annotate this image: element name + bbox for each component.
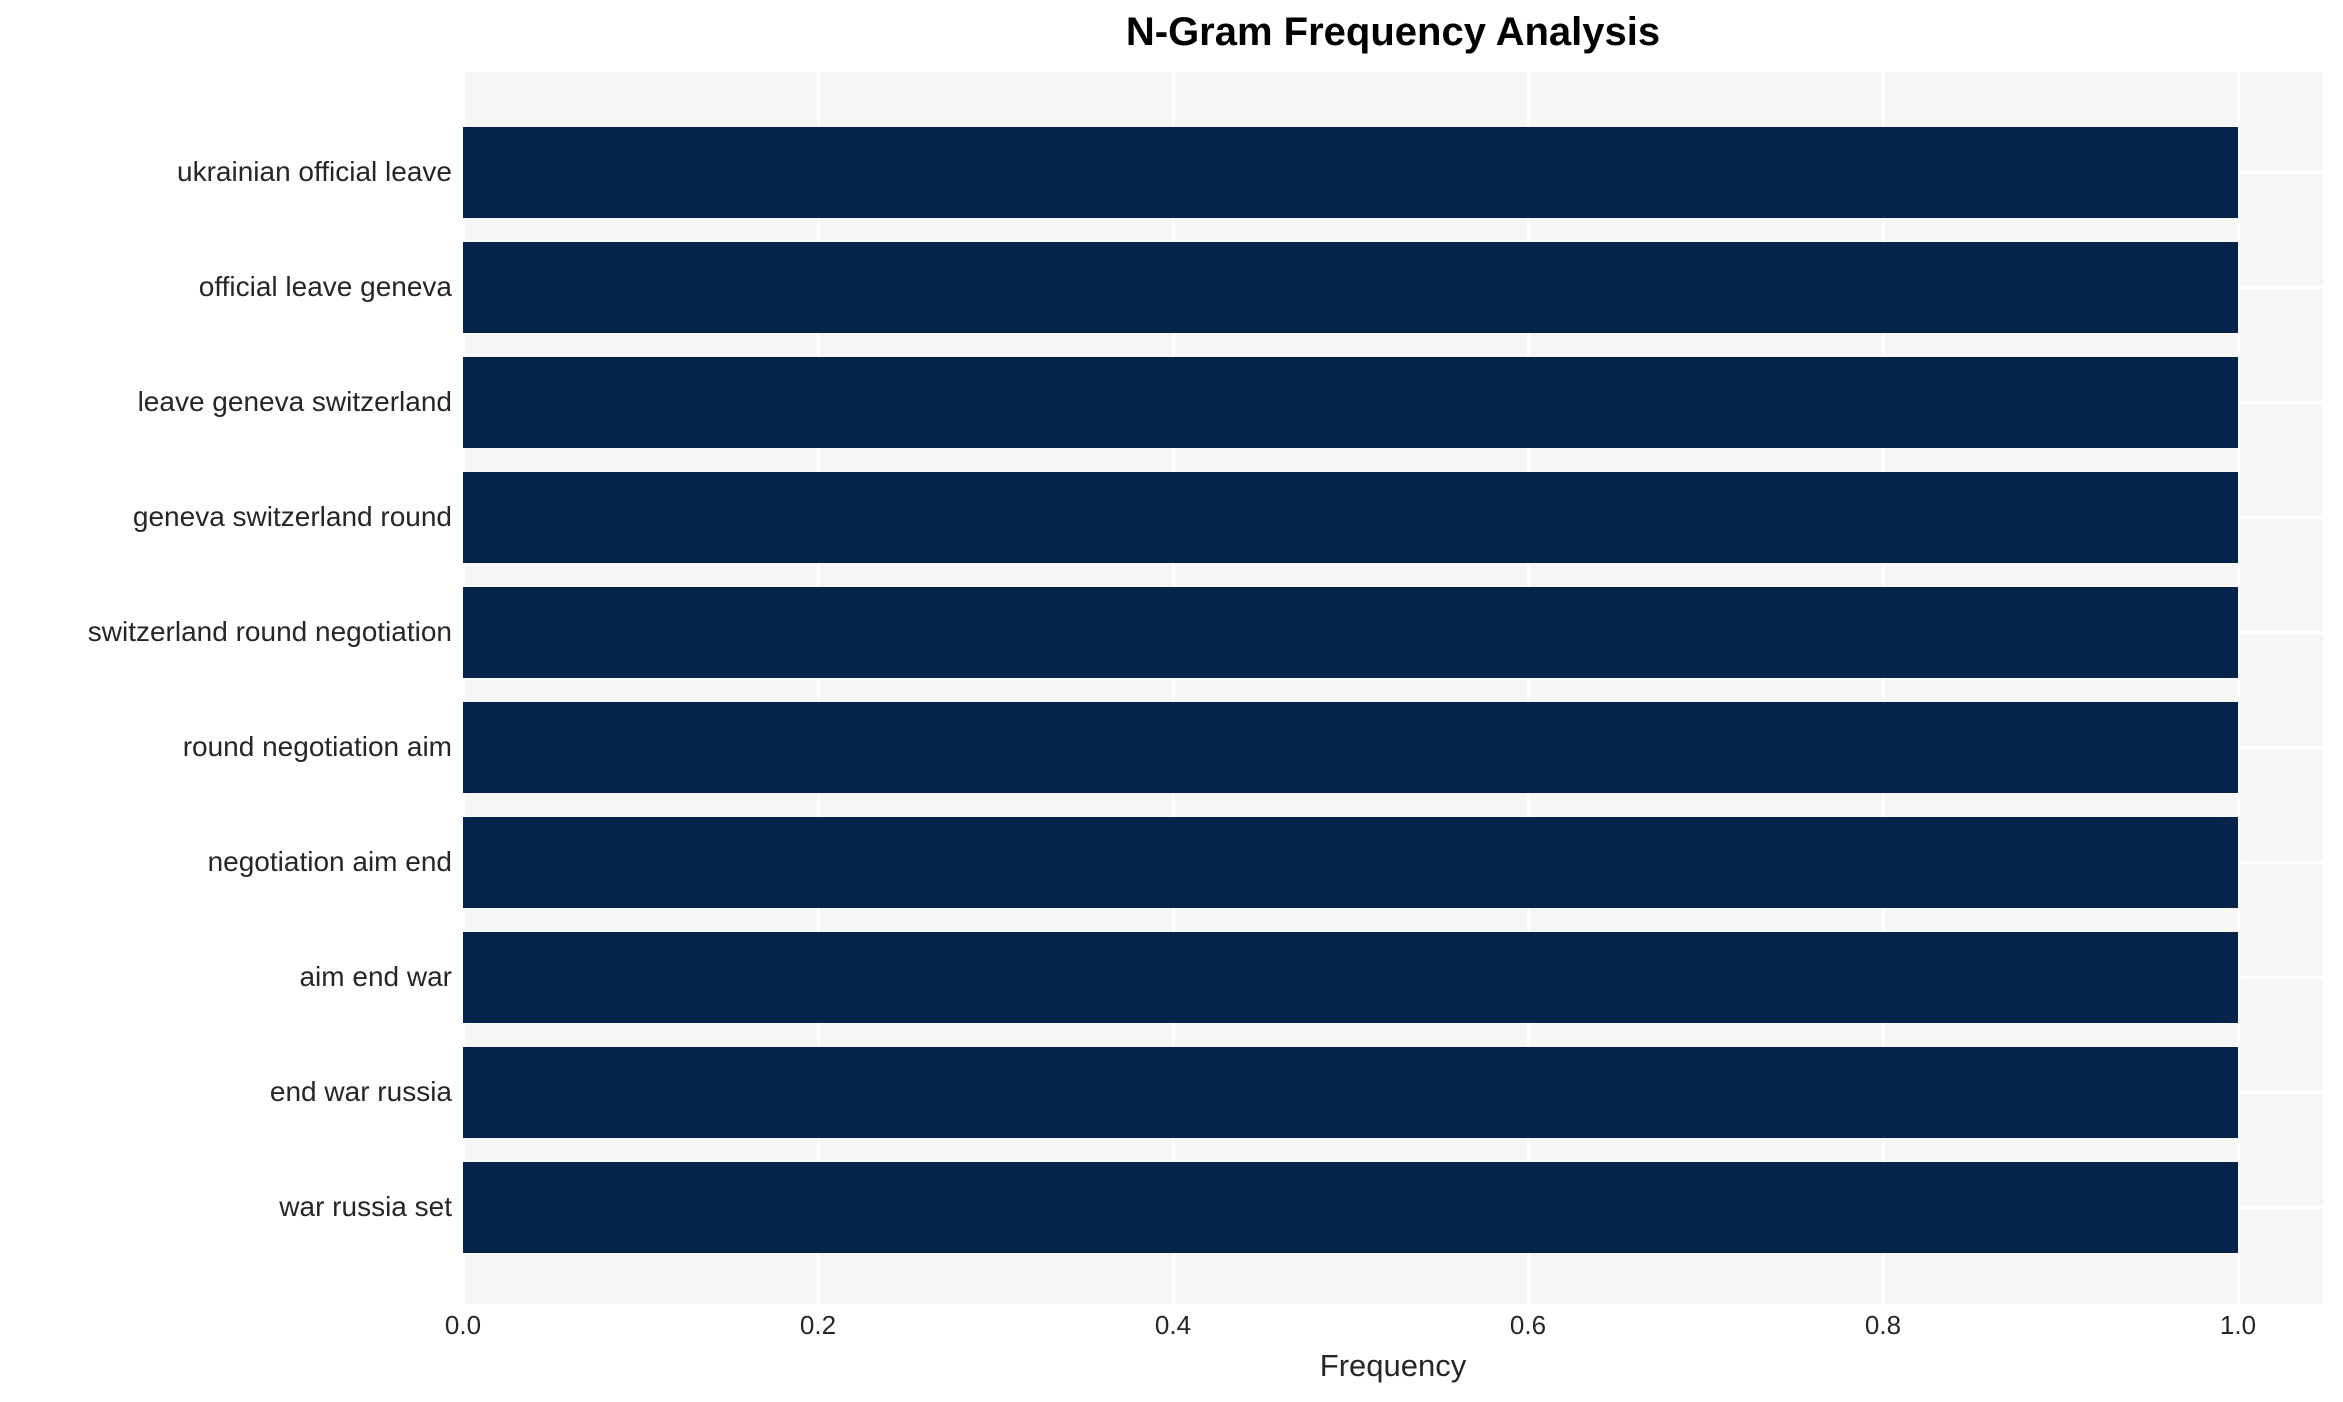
- x-gridline-0.0: [462, 72, 465, 1304]
- y-tick-label: aim end war: [299, 961, 452, 992]
- x-gridline-1.0: [2237, 72, 2240, 1304]
- bar-leave-geneva-switzerland: [463, 357, 2238, 448]
- x-tick-label-0.8: 0.8: [1864, 1310, 1902, 1340]
- x-gridline-0.2: [817, 72, 820, 1304]
- x-gridline-0.6: [1527, 72, 1530, 1304]
- y-tick-label: round negotiation aim: [182, 731, 452, 762]
- bar-ukrainian-official-leave: [463, 127, 2238, 218]
- bar-aim-end-war: [463, 932, 2238, 1023]
- x-axis-label: Frequency: [1319, 1348, 1467, 1383]
- bar-war-russia-set: [463, 1162, 2238, 1253]
- x-tick-label-0.0: 0.0: [444, 1310, 482, 1340]
- y-tick-label: leave geneva switzerland: [137, 386, 452, 417]
- bar-round-negotiation-aim: [463, 702, 2238, 793]
- x-tick-label-0.6: 0.6: [1509, 1310, 1547, 1340]
- y-tick-label: geneva switzerland round: [132, 501, 452, 532]
- bar-official-leave-geneva: [463, 242, 2238, 333]
- x-tick-label-0.4: 0.4: [1154, 1310, 1192, 1340]
- y-tick-label: ukrainian official leave: [177, 156, 452, 187]
- x-tick-label-0.2: 0.2: [799, 1310, 837, 1340]
- y-tick-label: negotiation aim end: [207, 846, 452, 877]
- bar-switzerland-round-negotiation: [463, 587, 2238, 678]
- y-tick-label: switzerland round negotiation: [87, 616, 452, 647]
- bar-geneva-switzerland-round: [463, 472, 2238, 563]
- y-tick-label: official leave geneva: [198, 271, 452, 302]
- y-tick-label: end war russia: [269, 1076, 452, 1107]
- x-tick-label-1.0: 1.0: [2219, 1310, 2257, 1340]
- x-gridline-0.4: [1172, 72, 1175, 1304]
- bar-negotiation-aim-end: [463, 817, 2238, 908]
- y-tick-label: war russia set: [279, 1191, 452, 1222]
- plot-area: [462, 72, 2323, 1304]
- chart-title: N-Gram Frequency Analysis: [1125, 10, 1661, 54]
- bar-end-war-russia: [463, 1047, 2238, 1138]
- x-gridline-0.8: [1882, 72, 1885, 1304]
